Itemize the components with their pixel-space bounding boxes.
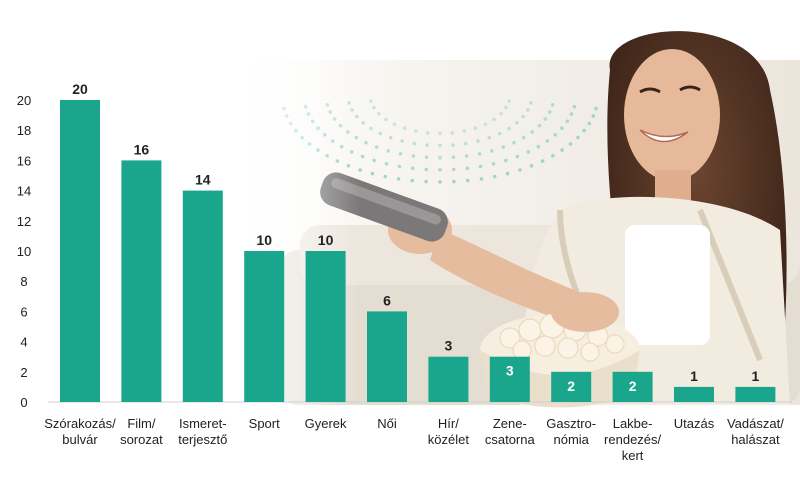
bar: [428, 356, 469, 402]
category-label: Női: [377, 416, 397, 431]
bar: [305, 251, 346, 402]
data-label: 20: [72, 81, 88, 97]
category-label-line: rendezés/: [604, 432, 661, 447]
category-label-line: Utazás: [674, 416, 715, 431]
category-label-line: Lakbe-: [613, 416, 653, 431]
x-axis-labels: Szórakozás/bulvárFilm/sorozatIsmeret-ter…: [44, 416, 784, 463]
category-label: Szórakozás/bulvár: [44, 416, 116, 447]
bar: [60, 100, 100, 402]
bar: [367, 311, 407, 402]
category-label-line: Sport: [249, 416, 280, 431]
category-label-line: terjesztő: [178, 432, 227, 447]
category-label-line: csatorna: [485, 432, 536, 447]
bar: [182, 190, 223, 402]
category-label-line: Vadászat/: [727, 416, 784, 431]
category-label: Hír/közélet: [428, 416, 470, 447]
y-tick-label: 20: [17, 93, 31, 108]
category-label-line: Zene-: [493, 416, 527, 431]
category-label-line: nómia: [553, 432, 589, 447]
data-label: 6: [383, 292, 391, 308]
category-label-line: Női: [377, 416, 397, 431]
category-label: Sport: [249, 416, 280, 431]
category-label-line: halászat: [731, 432, 780, 447]
category-label: Gasztro-nómia: [546, 416, 596, 447]
data-label: 2: [567, 378, 575, 394]
data-label: 1: [752, 368, 760, 384]
category-label: Film/sorozat: [120, 416, 163, 447]
data-label: 2: [629, 378, 637, 394]
data-label: 3: [506, 363, 514, 379]
y-tick-label: 18: [17, 123, 31, 138]
y-tick-label: 14: [17, 184, 31, 199]
bar: [121, 160, 162, 402]
category-label-line: Film/: [127, 416, 156, 431]
y-tick-label: 6: [20, 304, 27, 319]
y-tick-label: 8: [20, 274, 27, 289]
category-label: Gyerek: [305, 416, 347, 431]
y-tick-label: 16: [17, 153, 31, 168]
y-tick-label: 0: [20, 395, 27, 410]
category-label-line: Gyerek: [305, 416, 347, 431]
bar: [244, 251, 285, 402]
category-label: Zene-csatorna: [485, 416, 536, 447]
category-label: Vadászat/halászat: [727, 416, 784, 447]
data-label: 14: [195, 172, 211, 188]
bar: [674, 386, 714, 402]
category-label: Utazás: [674, 416, 715, 431]
data-labels-group: 20 16 14 10 10 6 3 3 2 2 1 1: [72, 81, 759, 394]
bar: [735, 386, 776, 402]
data-label: 10: [318, 232, 334, 248]
bar: [612, 371, 653, 402]
category-label-line: Szórakozás/: [44, 416, 116, 431]
y-tick-label: 10: [17, 244, 31, 259]
category-label-line: bulvár: [62, 432, 98, 447]
bars-group: [60, 100, 776, 402]
data-label: 16: [134, 141, 150, 157]
data-label: 10: [256, 232, 272, 248]
y-tick-label: 12: [17, 214, 31, 229]
category-label-line: közélet: [428, 432, 470, 447]
y-tick-label: 4: [20, 335, 27, 350]
y-tick-label: 2: [20, 365, 27, 380]
category-label-line: sorozat: [120, 432, 163, 447]
category-label-line: kert: [622, 448, 644, 463]
category-label: Ismeret-terjesztő: [178, 416, 227, 447]
data-label: 3: [445, 338, 453, 354]
category-label-line: Hír/: [438, 416, 459, 431]
data-label: 1: [690, 368, 698, 384]
category-label-line: Gasztro-: [546, 416, 596, 431]
category-label-line: Ismeret-: [179, 416, 227, 431]
category-label: Lakbe-rendezés/kert: [604, 416, 661, 463]
bar: [489, 356, 530, 402]
bar: [551, 371, 592, 402]
